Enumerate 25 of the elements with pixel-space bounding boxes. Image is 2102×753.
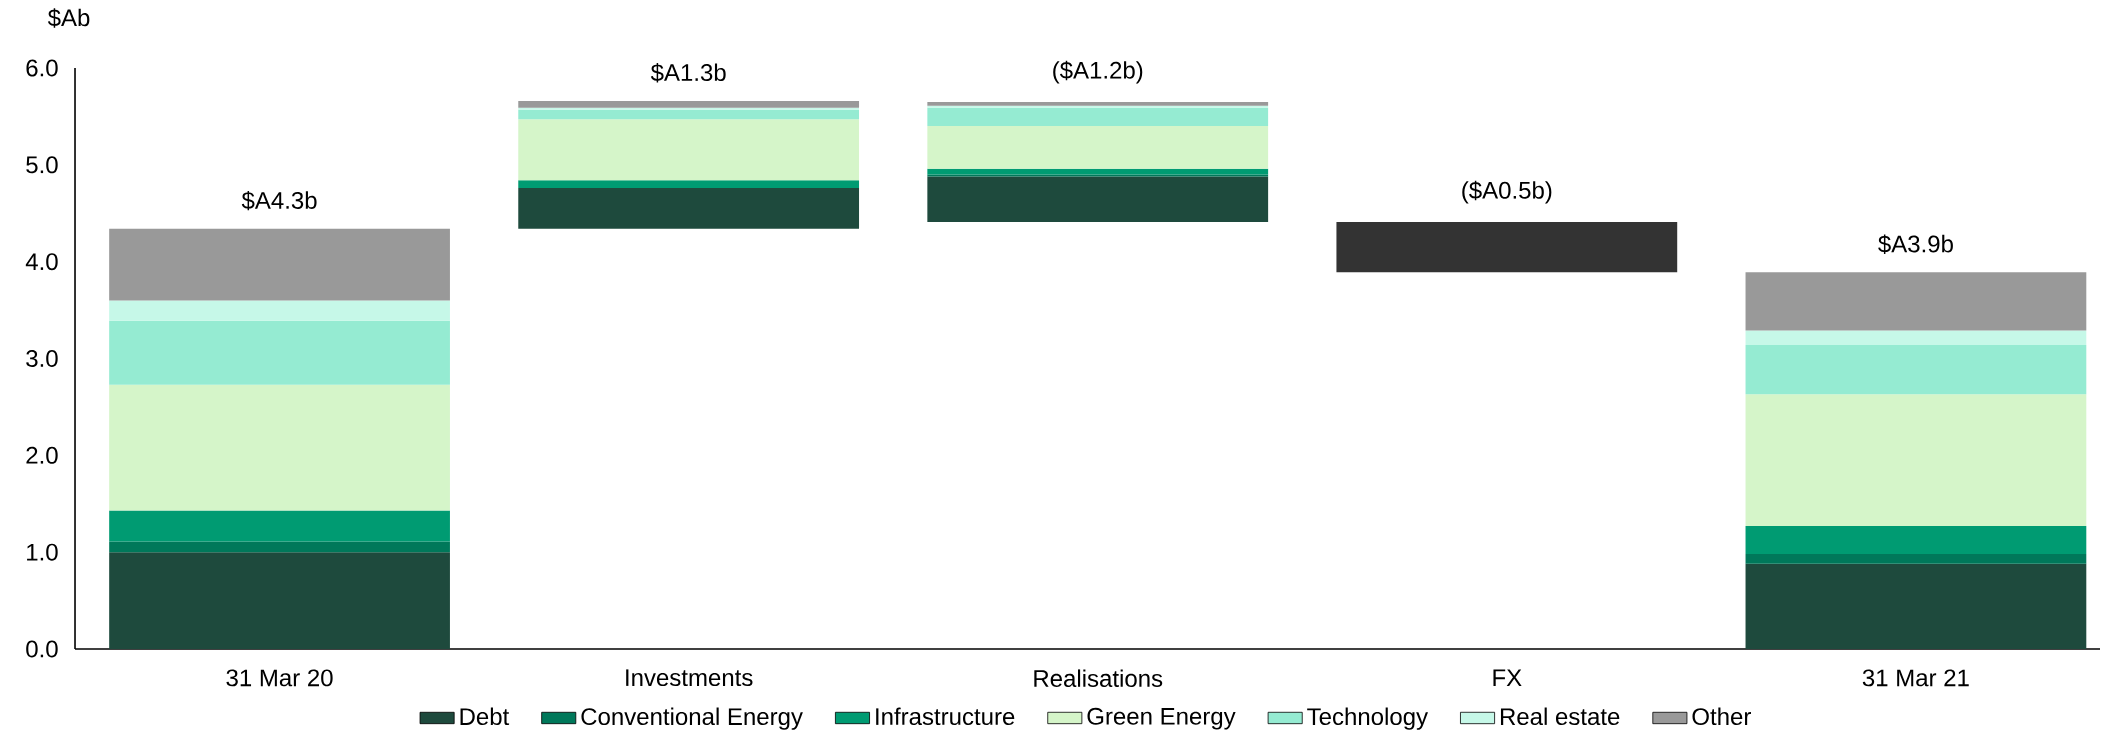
y-tick-label: 0.0 bbox=[26, 640, 58, 658]
legend-label: Other bbox=[1692, 707, 1751, 726]
x-tick-label: 31 Mar 20 bbox=[226, 669, 333, 687]
legend-label: Infrastructure bbox=[876, 707, 1015, 726]
y-tick-label: 2.0 bbox=[26, 446, 58, 464]
y-tick-label: 6.0 bbox=[26, 59, 58, 77]
legend-label: Conventional Energy bbox=[581, 707, 803, 730]
x-tick-label: FX bbox=[1493, 669, 1522, 686]
x-tick-label: 31 Mar 21 bbox=[1862, 669, 1969, 687]
x-tick-label: Investments bbox=[626, 669, 753, 687]
total-label: $A3.9b bbox=[1878, 234, 1953, 254]
total-label: ($A0.5b) bbox=[1462, 180, 1552, 204]
legend-label: Debt bbox=[460, 707, 510, 726]
x-tick-label: Realisations bbox=[1034, 669, 1163, 687]
total-label: ($A1.2b) bbox=[1053, 60, 1143, 84]
total-label: $A4.3b bbox=[241, 190, 317, 211]
y-tick-label: 1.0 bbox=[27, 543, 58, 561]
legend-label: Technology bbox=[1307, 707, 1429, 730]
legend-label: Real estate bbox=[1500, 707, 1620, 726]
y-axis-title: $Ab bbox=[47, 8, 90, 28]
legend-label: Green Energy bbox=[1087, 707, 1236, 730]
y-tick-label: 4.0 bbox=[25, 253, 58, 271]
total-label: $A1.3b bbox=[650, 63, 726, 83]
y-tick-label: 3.0 bbox=[26, 350, 58, 367]
y-tick-label: 5.0 bbox=[26, 156, 58, 174]
